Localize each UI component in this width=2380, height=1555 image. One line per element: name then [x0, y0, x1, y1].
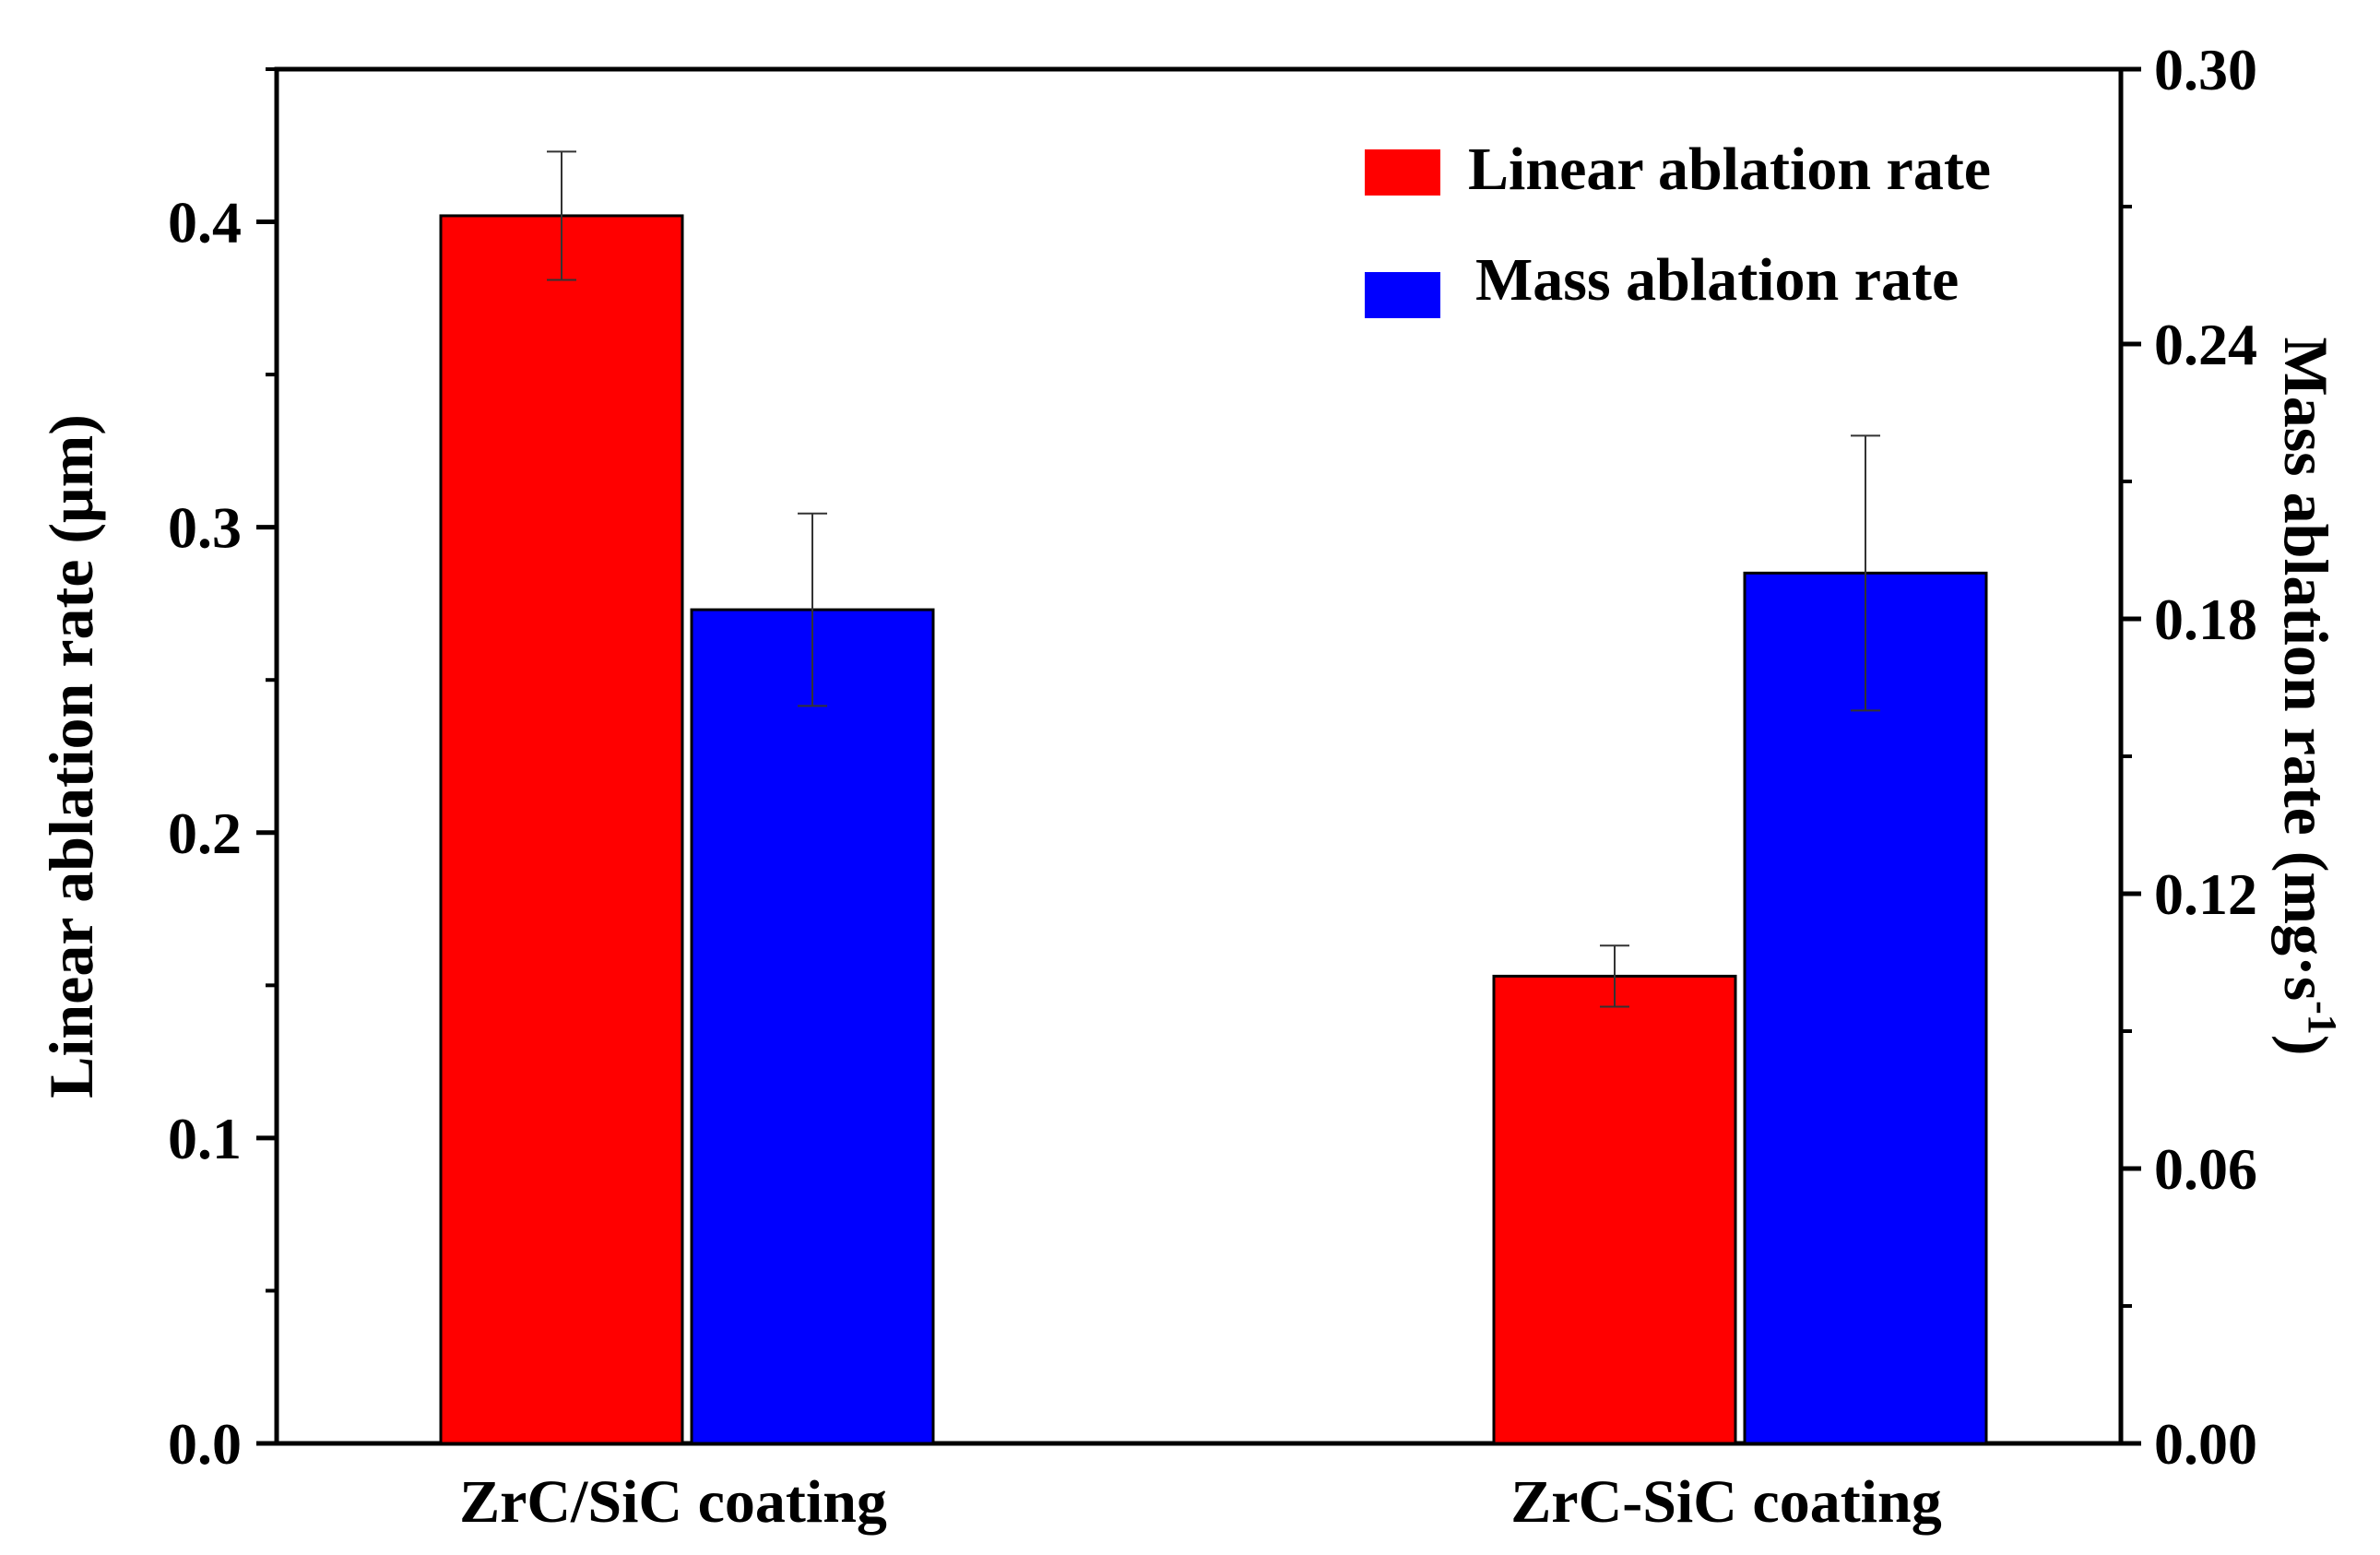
- category-label-0: ZrC/SiC coating: [459, 1468, 887, 1536]
- legend-swatch-mass: [1365, 272, 1440, 318]
- left-tick-label: 0.0: [168, 1411, 242, 1477]
- left-tick-label: 0.2: [168, 801, 242, 866]
- right-tick-label: 0.24: [2154, 312, 2257, 377]
- left-tick-label: 0.3: [168, 495, 242, 561]
- right-axis: 0.00 0.06 0.12 0.18 0.24 0.30: [2121, 37, 2257, 1477]
- category-label-1: ZrC-SiC coating: [1510, 1468, 1941, 1536]
- error-bars-group: [547, 150, 1880, 1008]
- error-bar-linear-1: [1600, 944, 1629, 1008]
- right-tick-label: 0.18: [2154, 587, 2257, 652]
- legend: Linear ablation rate Mass ablation rate: [1365, 136, 1991, 318]
- category-axis: ZrC/SiC coating ZrC-SiC coating: [459, 1468, 1942, 1536]
- right-axis-title: Mass ablation rate (mg·s-1): [2271, 338, 2345, 1056]
- bar-mass-0: [690, 608, 935, 1445]
- bar-linear-0: [439, 214, 684, 1445]
- left-axis: 0.0 0.1 0.2 0.3 0.4: [168, 67, 277, 1477]
- right-tick-label: 0.12: [2154, 861, 2257, 927]
- error-bar-linear-0: [547, 150, 576, 281]
- bars-group: [439, 214, 1988, 1445]
- error-bar-mass-0: [798, 512, 827, 707]
- error-bar-mass-1: [1851, 434, 1880, 712]
- left-tick-label: 0.1: [168, 1106, 242, 1171]
- right-tick-label: 0.06: [2154, 1136, 2257, 1202]
- bar-linear-1: [1492, 974, 1737, 1445]
- legend-label-mass: Mass ablation rate: [1475, 246, 1959, 314]
- legend-swatch-linear: [1365, 149, 1440, 196]
- left-axis-title: Linear ablation rate (μm): [36, 414, 106, 1098]
- right-tick-label: 0.30: [2154, 37, 2257, 102]
- left-tick-label: 0.4: [168, 190, 242, 255]
- right-tick-label: 0.00: [2154, 1411, 2257, 1477]
- legend-label-linear: Linear ablation rate: [1468, 136, 1991, 203]
